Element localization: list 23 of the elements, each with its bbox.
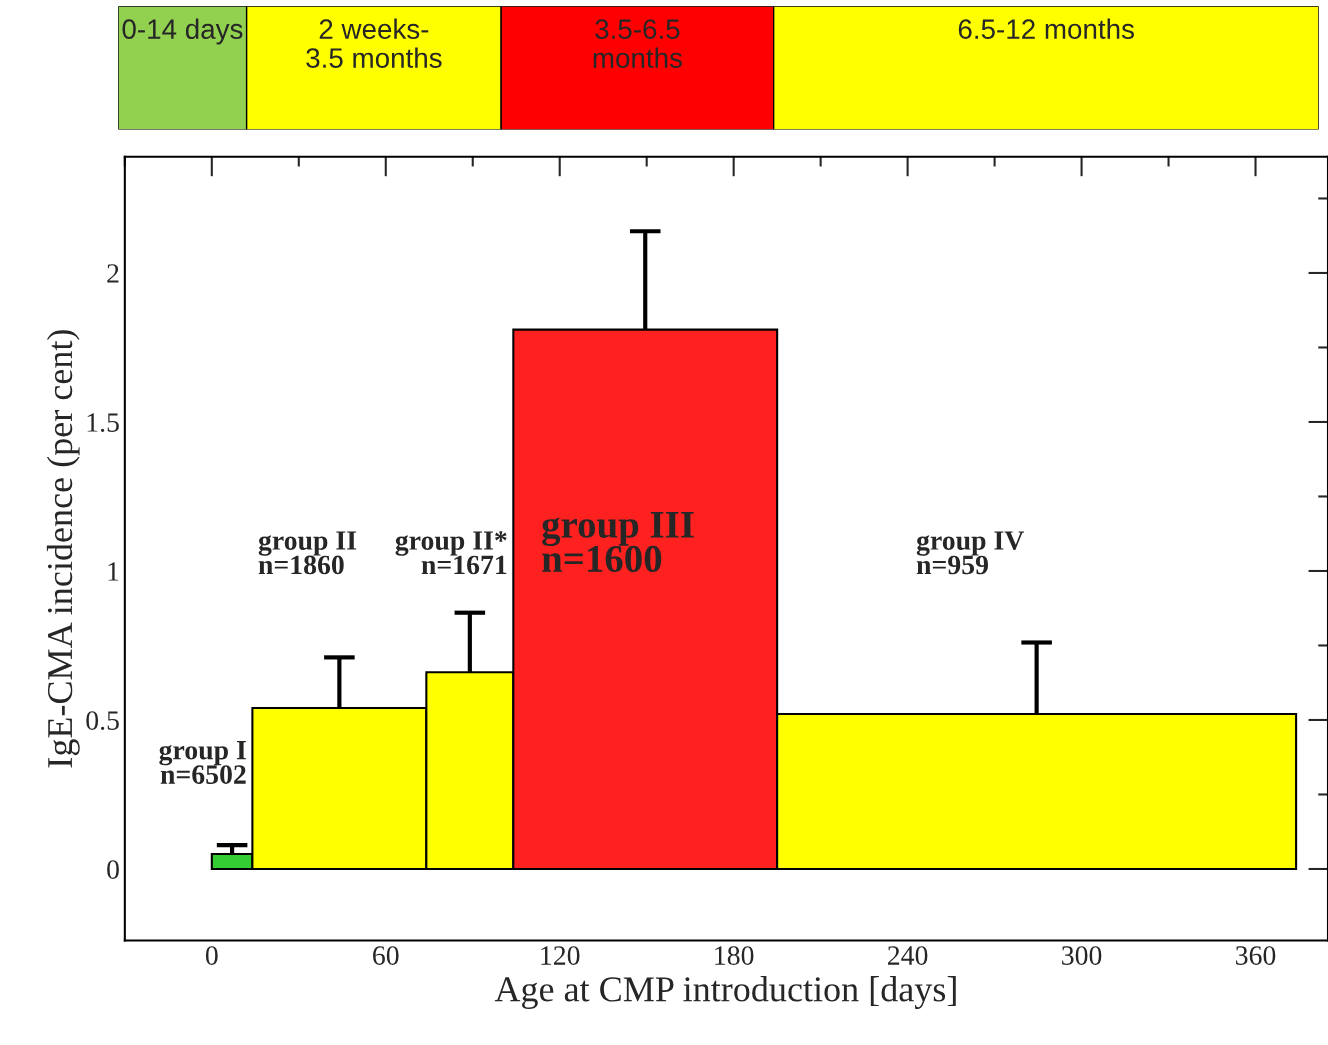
x-tick-label: 300 — [1062, 946, 1102, 965]
y-tick-label: 0 — [107, 860, 119, 879]
y-tick-label: 1 — [108, 562, 119, 581]
y-tick-label: 1.5 — [87, 413, 119, 433]
x-tick-label: 240 — [888, 946, 928, 965]
x-tick-label: 360 — [1236, 946, 1276, 965]
annotation: group IV n=959 — [916, 531, 1025, 575]
y-axis-title: IgE-CMA incidence (per cent) — [46, 330, 80, 768]
text: 2 weeks- 3.5 months — [306, 18, 442, 68]
x-tick-label: 180 — [715, 946, 754, 965]
text: 3.5-6.5 months — [593, 19, 682, 68]
text: 6.5-12 months — [958, 18, 1134, 39]
x-tick-label: 0 — [205, 946, 218, 965]
x-tick-label: 60 — [373, 946, 399, 965]
y-tick-label: 2 — [107, 264, 119, 283]
y-tick-label: 0.5 — [86, 711, 119, 731]
annotation: group I n=6502 — [159, 741, 246, 784]
x-tick-label: 120 — [541, 946, 580, 965]
annotation: group II n=1860 — [258, 531, 357, 575]
x-axis-title: Age at CMP introduction [days] — [494, 976, 956, 1009]
annotation: group II* n=1671 — [395, 531, 507, 575]
text: 0-14 days — [122, 18, 243, 45]
annotation: group III n=1600 — [542, 512, 694, 573]
